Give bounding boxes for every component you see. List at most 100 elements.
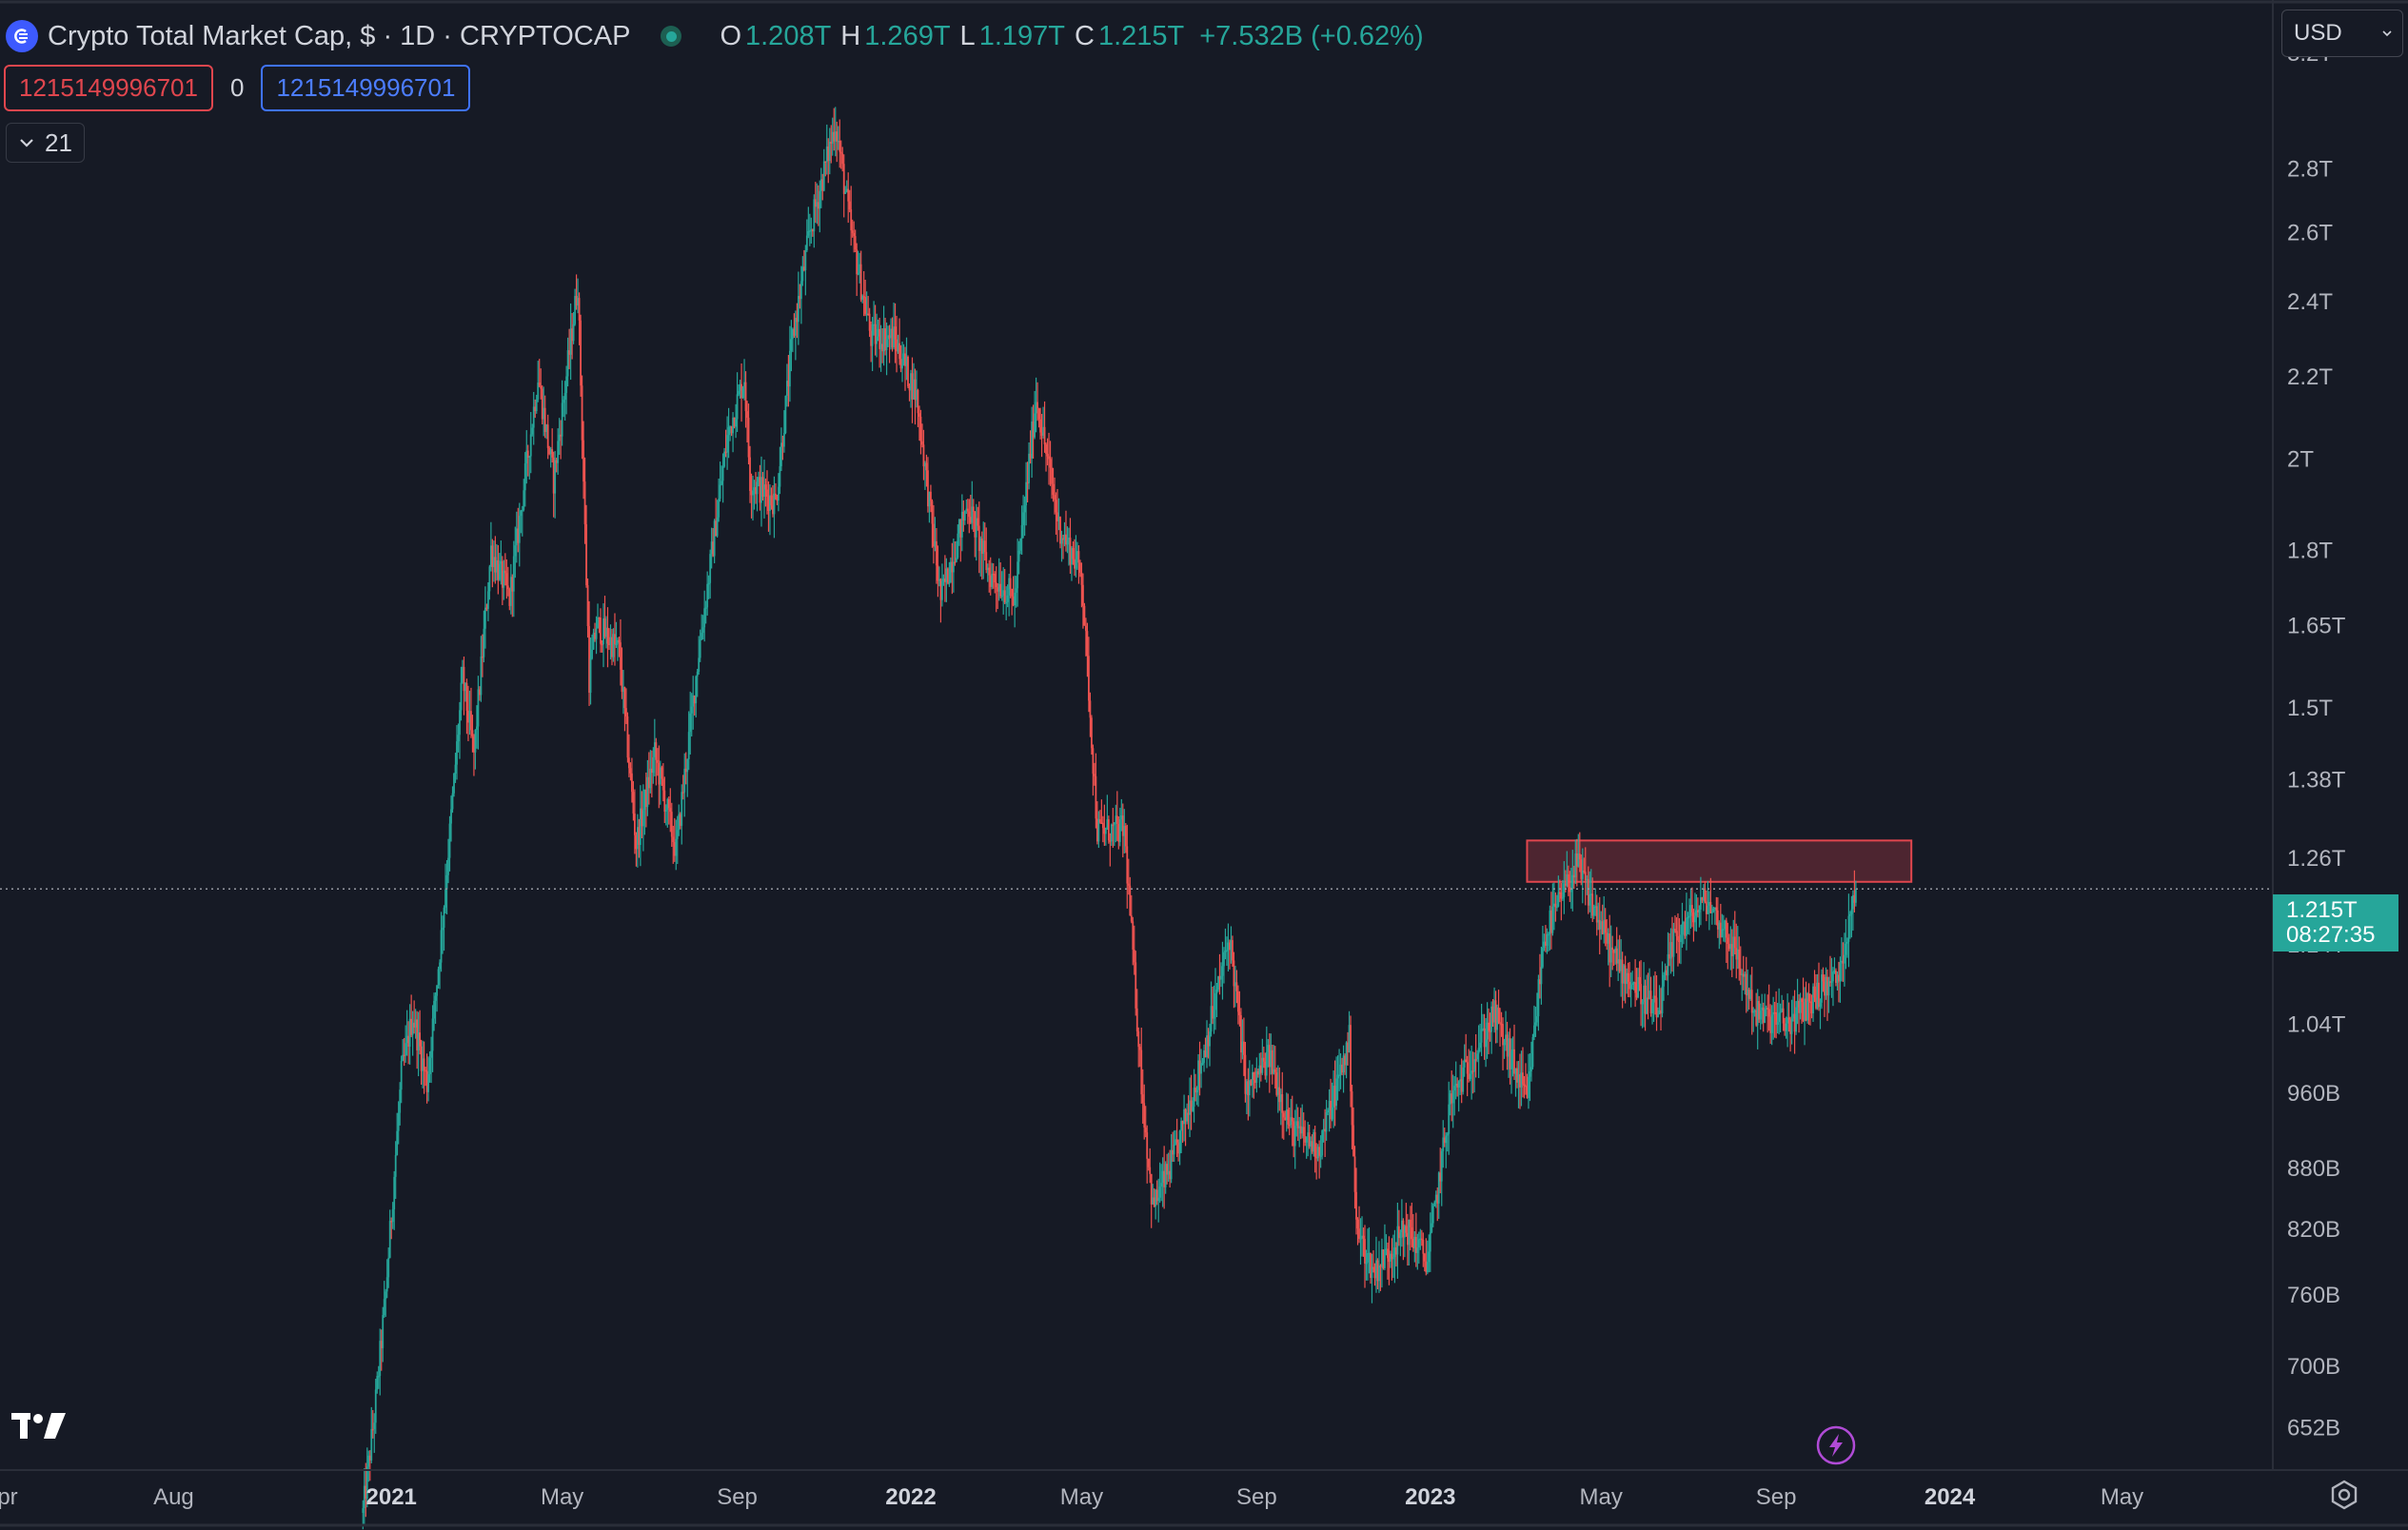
candle [791, 327, 794, 353]
candle [1609, 914, 1611, 988]
candle [400, 1055, 403, 1104]
candle [999, 562, 1002, 598]
candle [786, 363, 788, 407]
gear-icon[interactable] [2327, 1478, 2361, 1512]
candle [1005, 586, 1008, 620]
candle [626, 712, 629, 763]
indicator-value-blue[interactable]: 1215149996701 [261, 65, 471, 111]
candle [1336, 1055, 1339, 1101]
candle [747, 403, 750, 465]
candle [1387, 1242, 1389, 1280]
candle [1764, 993, 1767, 1024]
candle [1776, 1003, 1779, 1034]
candle [632, 780, 635, 821]
candle [1772, 996, 1775, 1040]
candle [635, 832, 638, 867]
candle [508, 587, 511, 611]
candle [489, 521, 492, 572]
candle [1612, 949, 1615, 967]
candle [1311, 1134, 1313, 1154]
candle [629, 762, 632, 781]
candle [1341, 1057, 1343, 1076]
time-axis[interactable]: Apr Aug 2021 May Sep 2022 May Sep 2023 May Sep 2024… [0, 1484, 2143, 1510]
tradingview-logo-icon[interactable] [10, 1408, 70, 1442]
price-tick-label: 1.8T [2287, 538, 2333, 563]
price-tick-label: 1.38T [2287, 768, 2346, 794]
candle [638, 818, 641, 858]
candle [933, 504, 935, 564]
candle [925, 454, 928, 487]
candle [1474, 1033, 1477, 1078]
candle [1090, 715, 1093, 755]
lightning-icon[interactable] [1815, 1424, 1857, 1466]
candle [1488, 1008, 1490, 1054]
ohlc-open-value: 1.208T [745, 20, 832, 51]
candle [723, 447, 726, 468]
candle [1147, 1158, 1150, 1171]
candle [1718, 920, 1721, 950]
candle [1226, 936, 1228, 967]
candle [1584, 847, 1587, 906]
cryptocap-logo-icon [6, 20, 38, 52]
candle [767, 481, 770, 532]
candle [1835, 968, 1837, 987]
candle [1490, 1001, 1492, 1054]
candle [1601, 904, 1604, 935]
candle [1543, 933, 1546, 951]
candle [894, 303, 897, 363]
candle [790, 320, 793, 372]
candle [457, 723, 460, 753]
candle [977, 506, 979, 531]
indicator-value-red[interactable]: 1215149996701 [4, 65, 213, 111]
symbol-title[interactable]: Crypto Total Market Cap, $ · 1D · CRYPTO… [48, 20, 631, 51]
candle [997, 583, 999, 610]
candle [1747, 969, 1749, 1011]
candle [468, 690, 471, 736]
candle [1379, 1264, 1382, 1291]
candle [1408, 1219, 1411, 1265]
candle [931, 499, 934, 548]
candle [1315, 1143, 1318, 1180]
candle [656, 748, 659, 776]
candle [1624, 955, 1627, 1004]
candle [1223, 947, 1225, 984]
candle [647, 752, 650, 805]
candle [736, 372, 739, 433]
candle [618, 637, 621, 657]
candle [1802, 977, 1805, 1023]
candle [511, 574, 514, 618]
candle [1431, 1202, 1433, 1234]
candle [1428, 1234, 1431, 1273]
candle [1618, 934, 1621, 973]
candle [1359, 1218, 1362, 1265]
candle [1715, 896, 1718, 926]
candle [1549, 892, 1552, 950]
candle [393, 1170, 396, 1230]
time-tick-label: May [2101, 1484, 2143, 1510]
candle [1614, 946, 1617, 965]
candle [1258, 1052, 1261, 1089]
candle [1770, 1005, 1773, 1046]
currency-select[interactable]: USD [2281, 10, 2403, 57]
collapse-indicators-button[interactable]: 21 [6, 123, 85, 163]
candle [753, 480, 756, 510]
candle [615, 621, 618, 648]
candle [1844, 932, 1845, 987]
candle [1117, 815, 1120, 850]
candle [1197, 1054, 1199, 1108]
candle [402, 1039, 405, 1062]
candle [1124, 823, 1127, 853]
candle [726, 416, 729, 470]
candle [503, 559, 505, 600]
candle [442, 915, 444, 954]
candle [1220, 962, 1222, 988]
candle [1003, 568, 1006, 604]
candle [1589, 871, 1591, 912]
candle [1640, 960, 1642, 1027]
candle [1752, 1007, 1755, 1032]
price-tick-label: 1.26T [2287, 846, 2346, 872]
candle [1442, 1120, 1445, 1168]
candle [1104, 827, 1107, 846]
candle [1506, 1021, 1509, 1070]
